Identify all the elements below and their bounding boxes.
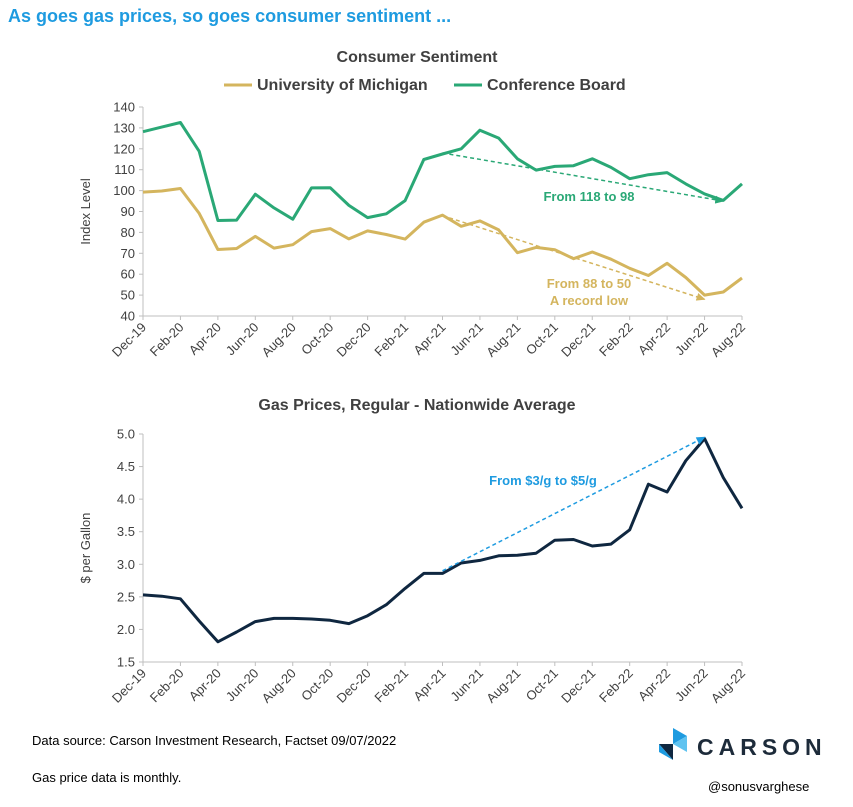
x-tick-label: Dec-21 bbox=[558, 320, 598, 360]
x-tick-label: Jun-22 bbox=[672, 666, 711, 705]
x-tick-label: Dec-21 bbox=[558, 666, 598, 706]
y-tick-label: 3.5 bbox=[117, 524, 135, 539]
y-tick-label: 2.0 bbox=[117, 622, 135, 637]
x-tick-label: Aug-22 bbox=[708, 320, 748, 360]
annotation-label: From $3/g to $5/g bbox=[489, 473, 597, 488]
gas-price-chart: Gas Prices, Regular - Nationwide Average… bbox=[78, 397, 748, 706]
y-tick-label: 2.5 bbox=[117, 589, 135, 604]
x-tick-label: Oct-21 bbox=[523, 320, 561, 358]
y-tick-label: 60 bbox=[121, 267, 135, 282]
annotation-sublabel: A record low bbox=[550, 293, 629, 308]
x-tick-label: Aug-21 bbox=[483, 320, 523, 360]
y-tick-label: 110 bbox=[114, 162, 135, 177]
carson-wordmark: CARSON bbox=[697, 734, 827, 760]
annotation-label: From 88 to 50 bbox=[547, 276, 632, 291]
x-tick-label: Oct-21 bbox=[523, 666, 561, 704]
x-tick-label: Feb-21 bbox=[371, 666, 411, 706]
author-handle: @sonusvarghese bbox=[708, 779, 810, 794]
trend-arrow bbox=[442, 152, 725, 204]
x-tick-label: Dec-20 bbox=[333, 666, 373, 706]
x-tick-label: Feb-22 bbox=[596, 666, 636, 706]
y-tick-label: 1.5 bbox=[117, 655, 135, 670]
carson-logo-mark-icon bbox=[659, 728, 687, 760]
legend-label: Conference Board bbox=[487, 77, 626, 94]
x-tick-label: Apr-21 bbox=[410, 320, 448, 358]
y-tick-label: 40 bbox=[121, 309, 135, 324]
x-tick-label: Jun-22 bbox=[672, 320, 711, 359]
x-tick-label: Jun-21 bbox=[447, 666, 486, 705]
x-tick-label: Oct-20 bbox=[298, 320, 336, 358]
x-tick-label: Feb-21 bbox=[371, 320, 411, 360]
y-tick-label: 50 bbox=[121, 288, 135, 303]
trend-arrow bbox=[442, 436, 706, 572]
x-tick-label: Feb-22 bbox=[596, 320, 636, 360]
y-tick-label: 70 bbox=[121, 246, 135, 261]
series-line bbox=[142, 187, 743, 297]
x-tick-label: Jun-21 bbox=[447, 320, 486, 359]
x-tick-label: Apr-22 bbox=[635, 320, 673, 358]
x-tick-label: Jun-20 bbox=[223, 320, 262, 359]
x-tick-label: Aug-21 bbox=[483, 666, 523, 706]
data-source-note: Data source: Carson Investment Research,… bbox=[32, 733, 397, 748]
y-tick-label: 120 bbox=[113, 141, 135, 156]
y-tick-label: 4.5 bbox=[117, 459, 135, 474]
headline: As goes gas prices, so goes consumer sen… bbox=[8, 6, 452, 26]
y-tick-label: 3.0 bbox=[117, 557, 135, 572]
x-tick-label: Apr-20 bbox=[186, 320, 224, 358]
x-tick-label: Apr-22 bbox=[635, 666, 673, 704]
frequency-note: Gas price data is monthly. bbox=[32, 770, 182, 785]
x-tick-label: Aug-20 bbox=[259, 666, 299, 706]
trend-arrow bbox=[442, 214, 706, 301]
y-tick-label: 4.0 bbox=[117, 492, 135, 507]
annotation-label: From 118 to 98 bbox=[543, 189, 634, 204]
y-axis-label: Index Level bbox=[78, 178, 93, 245]
sentiment-chart: Consumer Sentiment University of Michigan… bbox=[78, 49, 748, 360]
y-tick-label: 100 bbox=[113, 183, 135, 198]
x-tick-label: Dec-19 bbox=[109, 666, 149, 706]
x-tick-label: Aug-20 bbox=[259, 320, 299, 360]
x-tick-label: Oct-20 bbox=[298, 666, 336, 704]
x-tick-label: Apr-20 bbox=[186, 666, 224, 704]
y-tick-label: 5.0 bbox=[117, 427, 135, 442]
series-line bbox=[142, 121, 743, 222]
x-tick-label: Aug-22 bbox=[708, 666, 748, 706]
chart-title: Gas Prices, Regular - Nationwide Average bbox=[258, 397, 575, 414]
legend-label: University of Michigan bbox=[257, 77, 428, 94]
x-tick-label: Feb-20 bbox=[147, 666, 187, 706]
x-tick-label: Feb-20 bbox=[147, 320, 187, 360]
y-tick-label: 140 bbox=[113, 100, 135, 115]
y-axis-label: $ per Gallon bbox=[78, 513, 93, 584]
x-tick-label: Apr-21 bbox=[410, 666, 448, 704]
x-tick-label: Dec-19 bbox=[109, 320, 149, 360]
x-tick-label: Dec-20 bbox=[333, 320, 373, 360]
series-line bbox=[142, 437, 744, 644]
y-tick-label: 130 bbox=[113, 120, 135, 135]
y-tick-label: 80 bbox=[121, 225, 135, 240]
y-tick-label: 90 bbox=[121, 204, 135, 219]
x-tick-label: Jun-20 bbox=[223, 666, 262, 705]
chart-title: Consumer Sentiment bbox=[337, 49, 499, 66]
carson-logo: CARSON bbox=[657, 728, 827, 768]
